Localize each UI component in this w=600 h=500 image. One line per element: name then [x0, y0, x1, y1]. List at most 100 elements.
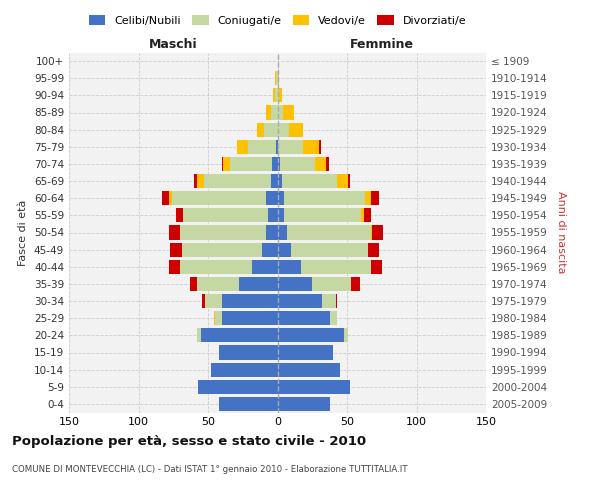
- Bar: [361, 208, 364, 222]
- Bar: [280, 157, 315, 171]
- Bar: [248, 140, 276, 154]
- Bar: [351, 277, 359, 291]
- Bar: [275, 71, 276, 85]
- Bar: [319, 140, 320, 154]
- Bar: [301, 260, 371, 274]
- Bar: [283, 106, 294, 120]
- Bar: [326, 157, 329, 171]
- Bar: [337, 174, 349, 188]
- Y-axis label: Fasce di età: Fasce di età: [19, 200, 28, 266]
- Bar: [180, 226, 266, 239]
- Bar: [222, 294, 277, 308]
- Text: COMUNE DI MONTEVECCHIA (LC) - Dati ISTAT 1° gennaio 2010 - Elaborazione TUTTITAL: COMUNE DI MONTEVECCHIA (LC) - Dati ISTAT…: [12, 465, 407, 474]
- Bar: [371, 191, 379, 205]
- Bar: [344, 328, 349, 342]
- Bar: [183, 208, 268, 222]
- Bar: [197, 174, 204, 188]
- Bar: [277, 208, 284, 222]
- Y-axis label: Anni di nascita: Anni di nascita: [556, 191, 566, 274]
- Bar: [371, 260, 382, 274]
- Bar: [222, 157, 223, 171]
- Bar: [289, 122, 302, 136]
- Bar: [349, 174, 350, 188]
- Bar: [292, 242, 368, 256]
- Bar: [197, 277, 239, 291]
- Bar: [201, 328, 277, 342]
- Text: Maschi: Maschi: [149, 38, 197, 51]
- Bar: [272, 157, 277, 171]
- Bar: [262, 242, 277, 256]
- Bar: [281, 174, 337, 188]
- Bar: [180, 260, 253, 274]
- Bar: [331, 311, 337, 325]
- Bar: [170, 242, 182, 256]
- Bar: [219, 397, 277, 411]
- Bar: [214, 311, 215, 325]
- Bar: [198, 380, 277, 394]
- Bar: [277, 328, 344, 342]
- Bar: [176, 208, 183, 222]
- Bar: [277, 311, 331, 325]
- Bar: [336, 294, 337, 308]
- Bar: [237, 140, 248, 154]
- Bar: [169, 260, 180, 274]
- Bar: [277, 260, 301, 274]
- Bar: [266, 226, 277, 239]
- Bar: [202, 294, 205, 308]
- Bar: [277, 380, 350, 394]
- Bar: [364, 208, 371, 222]
- Bar: [172, 191, 266, 205]
- Bar: [162, 191, 169, 205]
- Bar: [230, 157, 272, 171]
- Bar: [211, 362, 277, 376]
- Bar: [287, 226, 371, 239]
- Bar: [222, 311, 277, 325]
- Bar: [365, 191, 371, 205]
- Bar: [277, 242, 292, 256]
- Bar: [271, 106, 277, 120]
- Bar: [276, 140, 277, 154]
- Bar: [253, 260, 277, 274]
- Bar: [279, 88, 281, 102]
- Bar: [194, 174, 197, 188]
- Bar: [284, 208, 361, 222]
- Bar: [277, 294, 322, 308]
- Bar: [266, 191, 277, 205]
- Bar: [239, 277, 277, 291]
- Bar: [268, 208, 277, 222]
- Bar: [169, 191, 172, 205]
- Text: Popolazione per età, sesso e stato civile - 2010: Popolazione per età, sesso e stato civil…: [12, 435, 366, 448]
- Text: Femmine: Femmine: [350, 38, 414, 51]
- Bar: [219, 346, 277, 360]
- Bar: [277, 346, 333, 360]
- Bar: [277, 226, 287, 239]
- Bar: [277, 277, 312, 291]
- Bar: [277, 362, 340, 376]
- Bar: [315, 157, 326, 171]
- Bar: [277, 106, 283, 120]
- Bar: [266, 106, 271, 120]
- Bar: [276, 71, 277, 85]
- Bar: [190, 277, 197, 291]
- Bar: [274, 88, 275, 102]
- Bar: [284, 191, 365, 205]
- Bar: [257, 122, 263, 136]
- Bar: [223, 157, 230, 171]
- Bar: [277, 122, 289, 136]
- Bar: [277, 191, 284, 205]
- Bar: [277, 88, 279, 102]
- Bar: [322, 294, 336, 308]
- Bar: [169, 226, 180, 239]
- Bar: [277, 397, 331, 411]
- Legend: Celibi/Nubili, Coniugati/e, Vedovi/e, Divorziati/e: Celibi/Nubili, Coniugati/e, Vedovi/e, Di…: [89, 15, 466, 26]
- Bar: [302, 140, 319, 154]
- Bar: [277, 140, 302, 154]
- Bar: [372, 226, 383, 239]
- Bar: [197, 328, 201, 342]
- Bar: [277, 157, 280, 171]
- Bar: [371, 226, 372, 239]
- Bar: [215, 311, 222, 325]
- Bar: [368, 242, 379, 256]
- Bar: [182, 242, 262, 256]
- Bar: [263, 122, 277, 136]
